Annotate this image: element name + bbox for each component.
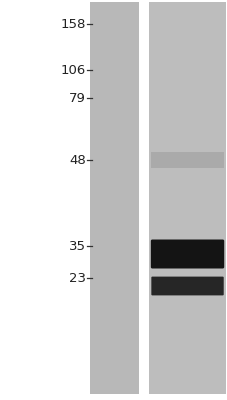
FancyBboxPatch shape xyxy=(151,277,223,296)
Bar xyxy=(151,152,223,168)
Text: 23: 23 xyxy=(69,272,86,284)
Text: 106: 106 xyxy=(61,64,86,76)
Bar xyxy=(138,2,149,394)
Bar xyxy=(149,2,225,394)
Text: 48: 48 xyxy=(69,154,86,166)
Text: 158: 158 xyxy=(60,18,86,30)
Text: 35: 35 xyxy=(69,240,86,252)
Bar xyxy=(90,2,138,394)
Text: 79: 79 xyxy=(69,92,86,104)
FancyBboxPatch shape xyxy=(150,240,223,268)
